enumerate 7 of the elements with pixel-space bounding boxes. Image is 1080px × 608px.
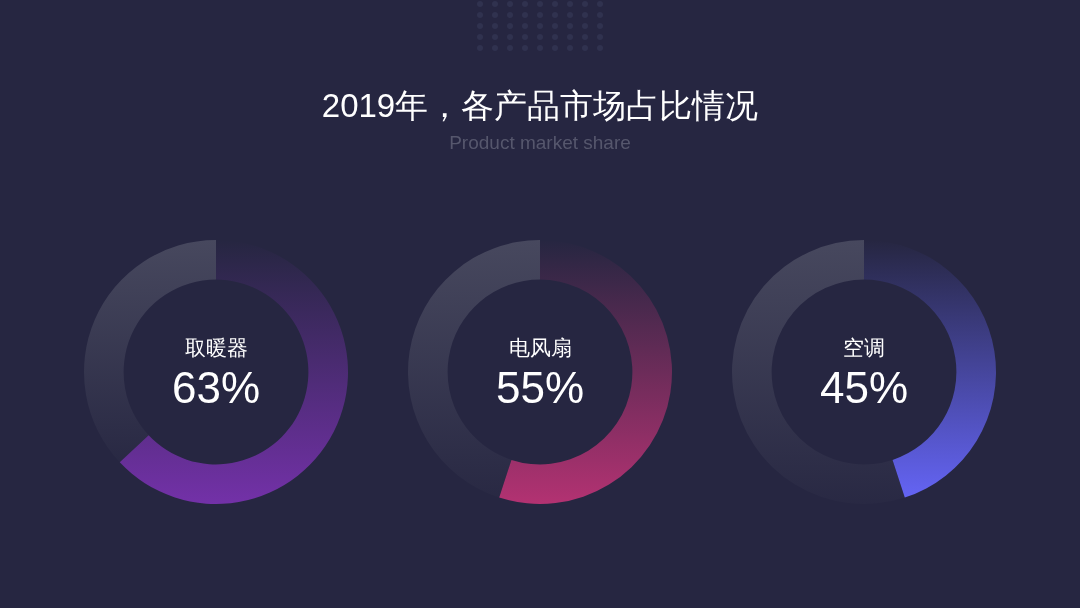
slice-label: 取暖器 [184, 335, 248, 359]
data-label: 55% [495, 362, 585, 412]
data-label: 45% [819, 362, 909, 412]
slice-label: 电风扇 [508, 335, 572, 359]
slice-label: 空调 [843, 335, 885, 359]
text: 2019年，各产品市场占比情况 [321, 86, 759, 124]
data-label: 63% [171, 362, 261, 412]
